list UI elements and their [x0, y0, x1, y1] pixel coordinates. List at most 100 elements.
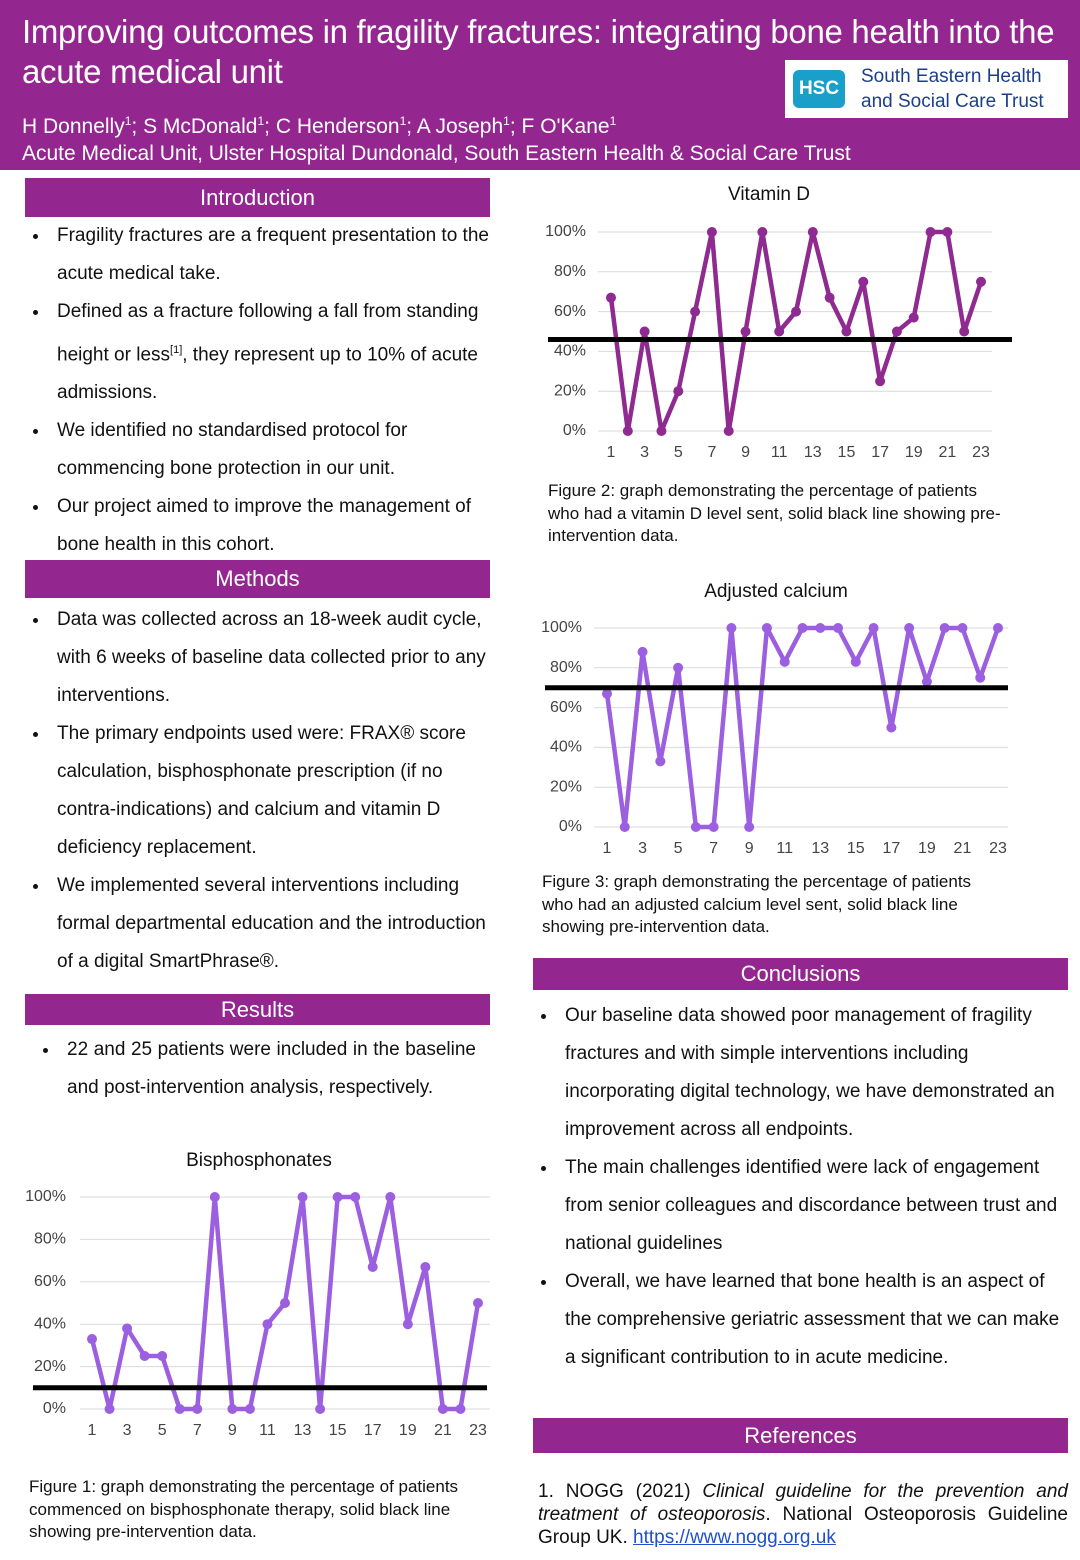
data-point: [744, 822, 755, 832]
bullet: The main challenges identified were lack…: [541, 1149, 1068, 1263]
data-point: [637, 646, 648, 657]
y-tick-label: 80%: [554, 263, 586, 280]
data-point: [797, 623, 808, 633]
data-point: [908, 312, 919, 323]
data-point: [891, 326, 902, 337]
author-name: ; S McDonald: [131, 115, 258, 138]
x-tick-label: 13: [804, 444, 822, 461]
figure-caption: Figure 1: graph demonstrating the percen…: [29, 1477, 459, 1541]
data-point: [706, 227, 717, 237]
bullet: The primary endpoints used were: FRAX® s…: [33, 715, 493, 867]
reference-link[interactable]: https://www.nogg.org.uk: [633, 1527, 836, 1548]
data-point: [690, 306, 701, 317]
bullet-list: Fragility fractures are a frequent prese…: [33, 217, 493, 564]
author-name: ; A Joseph: [406, 115, 504, 138]
data-point: [104, 1404, 115, 1414]
data-point: [975, 672, 986, 683]
section-heading: Methods: [25, 560, 490, 598]
x-tick-label: 11: [776, 840, 793, 857]
data-point: [723, 426, 734, 436]
data-point: [315, 1404, 326, 1414]
x-tick-label: 5: [158, 1422, 167, 1439]
data-point: [367, 1261, 378, 1272]
bullet: We implemented several interventions inc…: [33, 867, 493, 981]
figure-caption: Figure 2: graph demonstrating the percen…: [548, 481, 1001, 545]
poster-title: Improving outcomes in fragility fracture…: [22, 13, 1055, 90]
data-point: [886, 722, 897, 733]
data-point: [925, 227, 936, 237]
data-point: [858, 276, 869, 287]
data-point: [402, 1319, 413, 1330]
y-tick-label: 20%: [554, 382, 586, 399]
data-point: [957, 623, 968, 633]
author-affiliation: 1: [124, 114, 132, 128]
x-tick-label: 23: [989, 840, 1007, 857]
data-point: [673, 662, 684, 673]
data-point: [757, 227, 768, 237]
reference: 1. NOGG (2021) Clinical guideline for th…: [538, 1480, 1068, 1549]
reference-text: 1. NOGG (2021): [538, 1481, 703, 1502]
x-tick-label: 7: [707, 444, 716, 461]
x-tick-label: 19: [918, 840, 936, 857]
x-tick-label: 21: [938, 444, 956, 461]
figure-caption: Figure 3: graph demonstrating the percen…: [542, 872, 972, 936]
x-tick-label: 17: [871, 444, 889, 461]
reference-text: . National Osteoporosis Guideline Group …: [538, 1504, 1069, 1548]
x-tick-label: 3: [640, 444, 649, 461]
data-point: [122, 1323, 133, 1334]
author-affiliation: 1: [609, 114, 617, 128]
data-point: [774, 326, 785, 337]
y-tick-label: 0%: [559, 818, 582, 835]
x-tick-label: 9: [745, 840, 754, 857]
data-point: [740, 326, 751, 337]
y-tick-label: 20%: [550, 778, 582, 795]
bullet: Defined as a fracture following a fall f…: [33, 293, 493, 412]
data-point: [420, 1261, 431, 1272]
x-tick-label: 1: [607, 444, 616, 461]
author-affiliation: 1: [399, 114, 407, 128]
logo: HSC South Eastern Health and Social Care…: [785, 60, 1068, 118]
y-tick-label: 40%: [554, 343, 586, 360]
data-point: [708, 822, 719, 832]
x-tick-label: 23: [469, 1422, 487, 1439]
x-tick-label: 1: [603, 840, 612, 857]
data-point: [639, 326, 650, 337]
section-heading: References: [533, 1418, 1068, 1453]
y-tick-label: 100%: [541, 619, 582, 636]
bullet-text: Defined as a fracture following a fall f…: [57, 301, 479, 366]
x-tick-label: 15: [847, 840, 865, 857]
y-tick-label: 100%: [25, 1188, 66, 1205]
data-point: [350, 1192, 361, 1202]
author-affiliation: 1: [503, 114, 510, 128]
data-point: [622, 426, 633, 436]
data-point: [602, 688, 612, 699]
data-point: [833, 623, 844, 633]
x-tick-label: 15: [838, 444, 856, 461]
data-point: [921, 676, 932, 687]
x-tick-label: 7: [709, 840, 718, 857]
logo-badge: HSC: [793, 70, 845, 108]
data-point: [959, 326, 970, 337]
chart-title: Vitamin D: [728, 184, 810, 205]
bullet: Our baseline data showed poor management…: [541, 997, 1068, 1149]
x-tick-label: 19: [905, 444, 923, 461]
x-tick-label: 23: [972, 444, 990, 461]
data-point: [87, 1334, 97, 1345]
reference-title: Clinical guideline for the prevention an…: [538, 1481, 1068, 1525]
y-tick-label: 80%: [34, 1231, 66, 1248]
data-point: [807, 227, 818, 237]
header: Improving outcomes in fragility fracture…: [0, 0, 1080, 170]
data-point: [761, 623, 772, 633]
data-point: [244, 1404, 255, 1414]
y-tick-label: 40%: [34, 1315, 66, 1332]
data-point: [139, 1351, 150, 1361]
x-tick-label: 21: [434, 1422, 452, 1439]
data-point: [656, 426, 667, 436]
author-affiliation: 1: [257, 114, 265, 128]
data-point: [824, 292, 835, 303]
data-point: [815, 623, 826, 633]
section-heading: Results: [25, 994, 490, 1025]
section-heading: Introduction: [25, 178, 490, 217]
